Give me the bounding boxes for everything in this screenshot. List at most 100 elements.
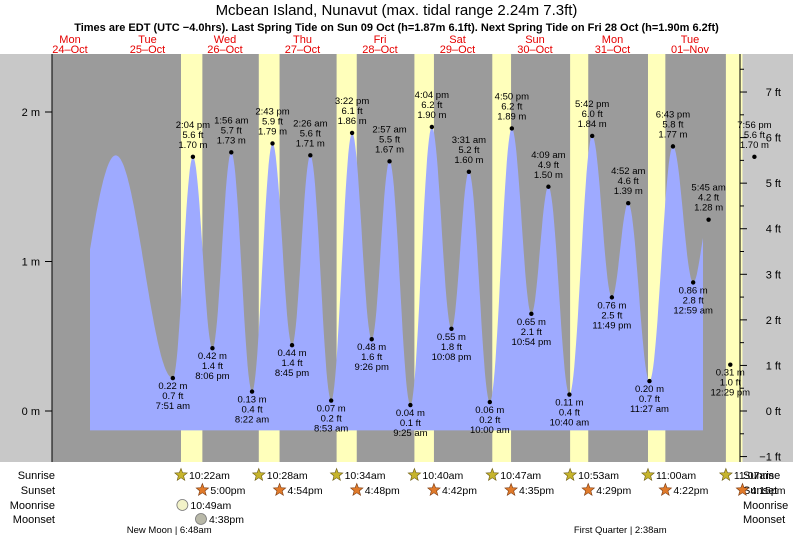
tide-label: 4.9 ft (538, 160, 559, 171)
day-header-weekday: Mon (59, 34, 80, 46)
sunset-time: 4:42pm (442, 485, 477, 497)
y-right-tick-label: 3 ft (766, 269, 781, 281)
tide-extreme-point (387, 159, 392, 164)
day-headers: Mon24–OctTue25–OctWed26–OctThu27–OctFri2… (52, 34, 709, 56)
y-right-tick-label: 2 ft (766, 315, 781, 327)
y-right-tick-label: −1 ft (759, 452, 781, 464)
tide-extreme-markers (170, 124, 757, 408)
y-left-tick-label: 0 m (22, 406, 40, 418)
tide-extreme-point (170, 375, 176, 381)
tide-label: 0.1 ft (400, 418, 421, 429)
sunset-icon (658, 482, 673, 496)
chart-subtitle: Times are EDT (UTC −4.0hrs). Last Spring… (74, 22, 719, 34)
day-header-weekday: Sun (525, 34, 545, 46)
sunrise-icon (251, 467, 266, 481)
sunset-icon (504, 482, 518, 496)
row-label-left: Moonset (13, 514, 55, 526)
tide-extreme-point (546, 184, 551, 189)
sunset-icon (581, 482, 596, 496)
tide-label: 10:54 pm (512, 337, 552, 348)
tide-label: 1.90 m (417, 110, 446, 121)
tide-extreme-labels: 0.22 m0.7 ft7:51 am2:04 pm5.6 ft1.70 m0.… (156, 90, 772, 439)
sunrise-time: 10:53am (578, 470, 619, 482)
tide-extreme-point (249, 389, 255, 394)
tide-label: 10:00 am (470, 425, 510, 436)
tide-label: 8:22 am (235, 415, 269, 426)
tide-label: 1.39 m (614, 186, 643, 197)
moonset-icon (195, 513, 207, 525)
tide-label: 0.4 ft (559, 408, 580, 419)
tide-label: 4:52 am (611, 166, 645, 177)
day-header-date: 24–Oct (52, 44, 87, 56)
sunset-icon (735, 482, 750, 496)
tide-label: 0.13 m (238, 395, 267, 406)
tide-label: 1.67 m (375, 144, 404, 155)
left-axis-metres: 0 m 1 m 2 m (22, 54, 53, 462)
tide-extreme-point (670, 144, 676, 149)
moonrise-time: 10:49am (190, 500, 231, 512)
tide-extreme-point (408, 402, 413, 408)
tide-extreme-point (229, 150, 234, 155)
tide-label: 1.79 m (258, 126, 287, 137)
tide-extreme-point (706, 217, 711, 222)
tide-label: 1.28 m (694, 203, 723, 214)
y-right-tick-label: 1 ft (766, 360, 781, 372)
day-header-weekday: Tue (681, 34, 700, 46)
tide-label: 5.2 ft (458, 145, 479, 156)
sunrise-time: 11:07am (734, 470, 774, 482)
tide-label: 8:53 am (314, 424, 348, 435)
tide-label: 1.0 ft (720, 378, 741, 389)
sunrise-icon (174, 467, 188, 481)
tide-label: 1.4 ft (281, 358, 302, 369)
sunrise-time: 10:28am (267, 470, 308, 482)
tide-label: 1.84 m (578, 119, 607, 130)
chart-title: Mcbean Island, Nunavut (max. tidal range… (216, 2, 578, 19)
tide-extreme-point (270, 141, 275, 146)
tide-label: 5.6 ft (300, 128, 321, 139)
tide-label: 5:45 am (691, 183, 725, 194)
y-left-tick-label: 2 m (22, 107, 40, 119)
day-header-weekday: Thu (293, 34, 312, 46)
row-label-right: Moonset (743, 514, 785, 526)
moonset-time: 4:38pm (209, 514, 244, 526)
sunrise-icon (718, 467, 733, 481)
tide-extreme-point (289, 343, 295, 348)
day-header-date: 01–Nov (671, 44, 709, 56)
moonrise-icon (176, 499, 189, 511)
sunrise-time: 10:22am (189, 470, 230, 482)
y-right-tick-label: 4 ft (766, 224, 781, 236)
tide-label: 0.7 ft (162, 391, 183, 402)
day-header-weekday: Fri (374, 34, 387, 46)
tide-label: 8:45 pm (275, 368, 309, 379)
tide-extreme-point (466, 169, 472, 174)
tide-label: 3:31 am (452, 135, 486, 146)
moon-phase-label: First Quarter | 2:38am (574, 525, 667, 536)
y-right-tick-label: 5 ft (766, 178, 781, 190)
day-header-date: 27–Oct (285, 44, 320, 56)
y-left-tick-label: 1 m (22, 257, 40, 269)
tide-label: 0.22 m (158, 381, 187, 392)
tide-label: 1.73 m (217, 135, 246, 146)
sunset-time: 4:54pm (288, 485, 323, 497)
sunrise-icon (485, 467, 500, 481)
tide-label: 1.71 m (296, 138, 325, 149)
tide-label: 9:26 pm (355, 362, 389, 373)
tide-label: 4.2 ft (698, 193, 719, 204)
tide-label: 12:59 am (673, 305, 713, 316)
tide-extreme-point (308, 153, 313, 158)
day-header-weekday: Wed (214, 34, 236, 46)
sunrise-time: 10:47am (500, 470, 541, 482)
sunset-icon (195, 482, 210, 496)
daylight-band (725, 54, 743, 462)
tide-label: 6.0 ft (582, 109, 603, 120)
sunrise-icon (407, 467, 422, 481)
day-header-weekday: Tue (138, 34, 157, 46)
y-right-tick-label: 7 ft (766, 87, 781, 99)
sunset-time: 4:48pm (365, 485, 400, 497)
tide-extreme-point (190, 154, 196, 160)
tide-label: 5.6 ft (182, 130, 203, 141)
tide-label: 0.31 m (716, 368, 745, 379)
tide-label: 11:27 am (630, 404, 669, 415)
sunrise-time: 10:40am (422, 470, 463, 482)
tide-label: 0.44 m (278, 348, 307, 359)
